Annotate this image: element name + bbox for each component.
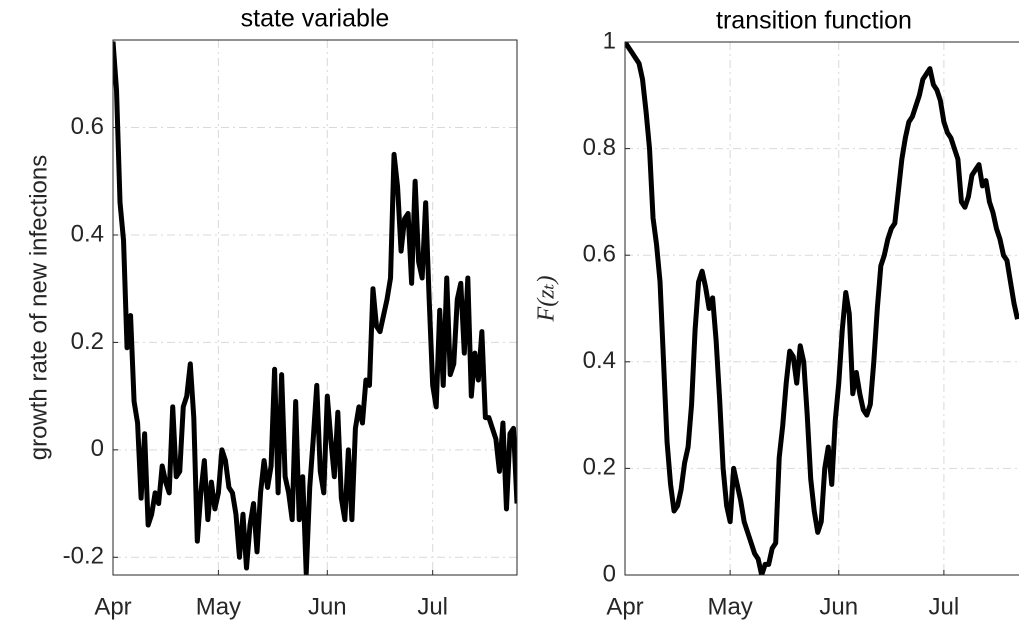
- y-axis-label: F(zₜ): [534, 276, 560, 323]
- y-tick-label: 0.4: [71, 220, 104, 247]
- y-tick-label: -0.2: [63, 543, 104, 570]
- y-tick-label: 0: [603, 560, 616, 587]
- x-tick-label: May: [196, 593, 241, 620]
- y-tick-label: 0.2: [583, 454, 616, 481]
- chart-title: transition function: [716, 7, 912, 35]
- axes-box: [112, 39, 518, 576]
- y-tick-label: 0: [91, 435, 104, 462]
- axes-box: [624, 41, 1019, 576]
- x-tick-label: Apr: [94, 593, 131, 620]
- x-tick-label: Apr: [606, 593, 643, 620]
- y-tick-label: 0.4: [583, 347, 616, 374]
- data-line: [625, 42, 1019, 575]
- y-tick-label: 0.8: [583, 134, 616, 161]
- y-tick-label: 1: [603, 27, 616, 54]
- x-tick-label: May: [707, 593, 752, 620]
- chart-title: state variable: [241, 5, 390, 33]
- y-tick-label: 0.6: [71, 113, 104, 140]
- data-line: [113, 41, 517, 575]
- x-tick-label: Jun: [819, 593, 858, 620]
- x-tick-label: Jul: [417, 593, 448, 620]
- x-tick-label: Jun: [308, 593, 347, 620]
- x-tick-label: Jul: [929, 593, 960, 620]
- y-axis-label: growth rate of new infections: [25, 155, 52, 461]
- y-tick-label: 0.6: [583, 241, 616, 268]
- y-tick-label: 0.2: [71, 328, 104, 355]
